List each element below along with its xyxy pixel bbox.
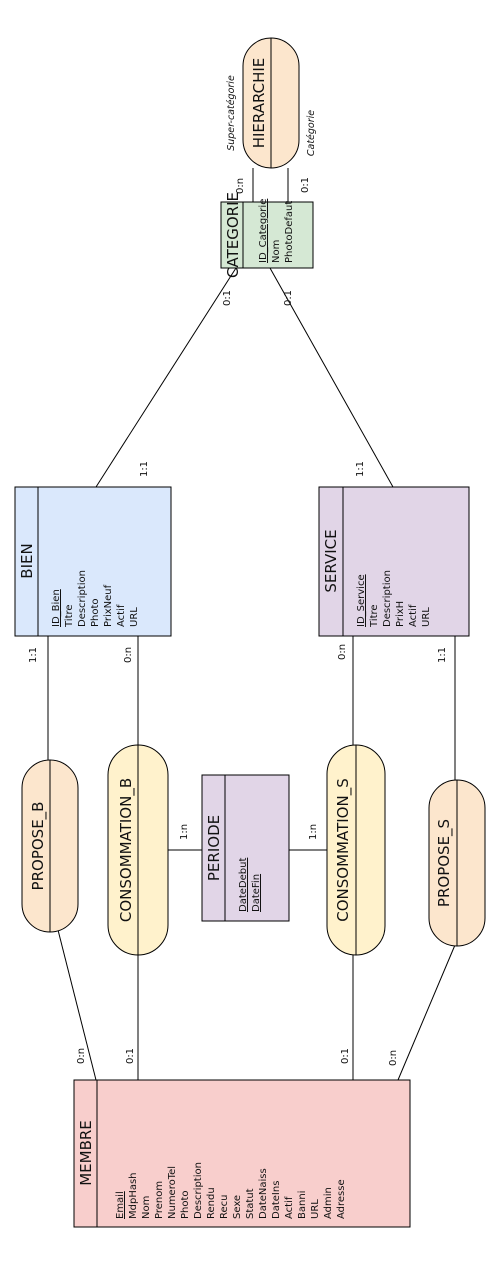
- membre-attribute: NumeroTel: [167, 1166, 178, 1219]
- membre-attribute: URL: [310, 1199, 321, 1219]
- role-super-categorie: Super-catégorie: [226, 75, 237, 151]
- bien-attribute: Actif: [116, 604, 127, 627]
- consommation-b-label: CONSOMMATION_B: [117, 778, 136, 922]
- service-attributes: ID_Service Titre Description PrixH Actif URL: [356, 570, 432, 628]
- membre-attribute: Adresse: [336, 1179, 347, 1219]
- hierarchie-label: HIERARCHIE: [250, 58, 268, 149]
- role-labels: Super-catégorie Catégorie: [226, 75, 317, 156]
- card-hier-cat: 0:1: [300, 177, 311, 193]
- edge-categorie-bien: [95, 267, 237, 488]
- membre-attribute: DateNaiss: [258, 1168, 269, 1219]
- card-membre-proposeb: 0:n: [76, 1048, 87, 1064]
- membre-attribute: Admin: [323, 1187, 334, 1219]
- categorie-title: CATEGORIE: [224, 192, 242, 278]
- card-service-proposes: 1:1: [437, 647, 448, 663]
- card-service-cat: 1:1: [355, 461, 366, 477]
- service-attribute: ID_Service: [356, 574, 367, 627]
- entity-bien: BIEN ID_Bien Titre Description Photo PrixNeu…: [14, 486, 172, 637]
- bien-attribute: ID_Bien: [51, 589, 62, 627]
- edge-membre-propose-b: [57, 929, 97, 1081]
- membre-attributes: Email MdpHash Nom Prenom NumeroTel Photo Descr…: [115, 1162, 347, 1219]
- periode-attribute: DateFin: [251, 874, 262, 912]
- membre-attribute: Description: [193, 1162, 204, 1219]
- association-hierarchie: HIERARCHIE: [242, 37, 300, 169]
- periode-attributes: DateDebut DateFin: [238, 858, 262, 912]
- association-consommation-b: CONSOMMATION_B: [107, 744, 169, 956]
- service-attribute: Actif: [408, 604, 419, 627]
- periode-title: PERIODE: [205, 815, 223, 881]
- card-periode-consos: 1:n: [308, 824, 319, 840]
- bien-attribute: Description: [77, 570, 88, 627]
- membre-attribute: Rendu: [206, 1187, 217, 1219]
- connectors: [47, 168, 456, 1081]
- bien-title: BIEN: [18, 543, 36, 578]
- consommation-s-label: CONSOMMATION_S: [334, 778, 353, 921]
- service-attribute: PrixH: [395, 601, 406, 627]
- membre-attribute: Banni: [297, 1191, 308, 1219]
- propose-b-label: PROPOSE_B: [29, 802, 48, 891]
- categorie-attribute: ID_Categorie: [258, 199, 269, 263]
- card-membre-consos: 0:1: [340, 1048, 351, 1064]
- association-propose-s: PROPOSE_S: [428, 779, 486, 947]
- card-bien-proposeb: 1:1: [28, 647, 39, 663]
- association-propose-b: PROPOSE_B: [21, 759, 79, 933]
- service-attribute: Description: [382, 570, 393, 627]
- role-categorie: Catégorie: [306, 110, 317, 156]
- service-attribute: URL: [421, 607, 432, 627]
- card-bien-consob: 0:n: [123, 647, 134, 663]
- membre-attribute: Photo: [180, 1190, 191, 1219]
- edge-categorie-service: [269, 267, 394, 488]
- card-periode-consob: 1:n: [179, 824, 190, 840]
- membre-title: MEMBRE: [77, 1120, 95, 1186]
- entity-membre: MEMBRE Email MdpHash Nom Prenom NumeroTel Pho…: [73, 1079, 411, 1228]
- membre-attribute: Sexe: [232, 1195, 243, 1219]
- periode-attribute: DateDebut: [238, 858, 249, 912]
- membre-attribute: Email: [115, 1191, 126, 1219]
- card-hier-super: 0:n: [235, 178, 246, 194]
- entity-categorie: CATEGORIE ID_Categorie Nom PhotoDefaut: [220, 192, 314, 278]
- categorie-attributes: ID_Categorie Nom PhotoDefaut: [258, 199, 295, 263]
- bien-attribute: PrixNeuf: [103, 584, 114, 627]
- card-cat-bien: 0:1: [222, 290, 233, 306]
- membre-attribute: MdpHash: [128, 1172, 139, 1219]
- categorie-box: [220, 201, 314, 269]
- membre-attribute: Statut: [245, 1188, 256, 1219]
- membre-attribute: Nom: [141, 1196, 152, 1219]
- propose-s-label: PROPOSE_S: [435, 819, 454, 907]
- edge-membre-propose-s: [397, 944, 456, 1081]
- membre-attribute: Prenom: [154, 1181, 165, 1219]
- entity-periode: PERIODE DateDebut DateFin: [201, 774, 290, 922]
- card-membre-consob: 0:1: [125, 1048, 136, 1064]
- categorie-attribute: Nom: [271, 240, 282, 263]
- membre-attribute: Actif: [284, 1196, 295, 1219]
- card-bien-cat: 1:1: [139, 461, 150, 477]
- service-title: SERVICE: [322, 529, 340, 592]
- bien-attributes: ID_Bien Titre Description Photo PrixNeuf Acti…: [51, 570, 140, 628]
- card-service-consos: 0:n: [337, 644, 348, 660]
- membre-attribute: Recu: [219, 1195, 230, 1220]
- card-membre-proposes: 0:n: [388, 1050, 399, 1066]
- service-box: [318, 486, 470, 637]
- service-attribute: Titre: [369, 604, 380, 628]
- bien-attribute: Photo: [90, 598, 101, 627]
- bien-attribute: URL: [129, 607, 140, 627]
- association-consommation-s: CONSOMMATION_S: [326, 744, 386, 956]
- cardinality-labels: 0:n 0:1 0:1 0:1 1:1 1:1 1:1 0:n 0:n 1:1 …: [28, 177, 448, 1066]
- periode-box: [201, 774, 290, 922]
- membre-attribute: DateIns: [271, 1181, 282, 1219]
- membre-box: [73, 1079, 411, 1228]
- bien-attribute: Titre: [64, 604, 75, 628]
- categorie-attribute: PhotoDefaut: [284, 201, 295, 263]
- card-cat-service: 0:1: [283, 290, 294, 306]
- entity-service: SERVICE ID_Service Titre Description PrixH A…: [318, 486, 470, 637]
- bien-box: [14, 486, 172, 637]
